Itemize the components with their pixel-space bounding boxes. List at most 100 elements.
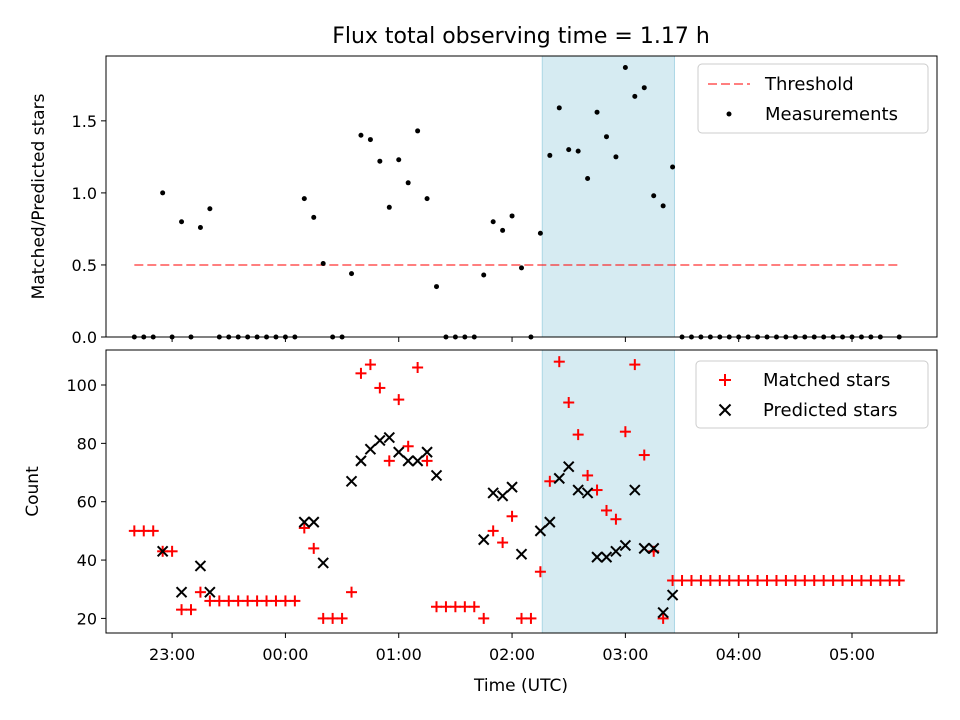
predicted-star-marker — [374, 434, 386, 447]
matched-star-marker — [176, 604, 188, 616]
y-tick-label: 20 — [77, 609, 97, 628]
plot-frame — [105, 349, 938, 634]
predicted-star-marker — [383, 431, 396, 444]
matched-star-marker — [893, 574, 905, 586]
matched-star-marker — [846, 574, 858, 586]
predicted-stars-points — [156, 431, 679, 619]
matched-star-marker — [770, 574, 782, 586]
measurement-point — [556, 105, 562, 111]
predicted-star-marker — [364, 443, 377, 455]
legend-box — [695, 360, 929, 429]
matched-star-marker — [553, 356, 565, 368]
y-tick-label: 40 — [77, 551, 97, 570]
matched-star-marker — [761, 574, 773, 586]
measurement-point — [424, 196, 430, 202]
matched-star-marker — [789, 574, 801, 586]
matched-star-marker — [572, 429, 584, 441]
matched-star-marker — [289, 595, 301, 607]
measurement-point — [519, 265, 524, 271]
measurement-point — [301, 196, 307, 202]
matched-star-marker — [497, 537, 509, 549]
measurement-point — [509, 213, 515, 219]
measurement-point — [386, 204, 392, 210]
matched-star-marker — [449, 601, 461, 613]
matched-star-marker — [752, 574, 764, 586]
matched-star-marker — [440, 601, 452, 613]
matched-star-marker — [223, 595, 235, 607]
y-axis-ticks: 20 40 60 80 100 — [66, 376, 106, 628]
measurement-point — [367, 137, 373, 143]
matched-star-marker — [308, 542, 320, 554]
matched-star-marker — [478, 612, 490, 624]
matched-star-marker — [346, 586, 358, 598]
matched-star-marker — [298, 522, 310, 534]
measurement-point — [160, 190, 166, 196]
predicted-star-marker — [345, 475, 358, 487]
legend-matched-label: Matched stars — [763, 370, 890, 391]
matched-star-marker — [808, 574, 820, 586]
matched-star-marker — [270, 595, 282, 607]
legend-predicted-label: Predicted stars — [763, 400, 897, 421]
matched-star-marker — [676, 574, 688, 586]
matched-star-marker — [327, 612, 339, 624]
matched-star-marker — [412, 362, 424, 374]
y-tick-label: 100 — [66, 376, 97, 395]
legend-measurements-label: Measurements — [765, 104, 898, 125]
matched-star-marker — [865, 574, 877, 586]
measurement-point — [358, 132, 364, 138]
matched-star-marker — [194, 586, 206, 598]
x-tick-label: 03:00 — [602, 645, 648, 664]
y-tick-label: 1.0 — [72, 184, 97, 203]
matched-star-marker — [261, 595, 273, 607]
matched-star-marker — [317, 612, 329, 624]
predicted-star-marker — [515, 548, 528, 560]
matched-star-marker — [516, 612, 527, 624]
legend: Matched stars Predicted stars — [695, 360, 929, 429]
measurement-point — [500, 227, 506, 233]
predicted-star-marker — [298, 516, 311, 528]
matched-star-marker — [884, 574, 896, 586]
y-tick-label: 0.0 — [72, 328, 97, 347]
matched-star-marker — [431, 601, 443, 613]
matched-star-marker — [544, 475, 556, 487]
legend-measurements-swatch — [726, 111, 732, 117]
x-axis-label: Time (UTC) — [473, 676, 568, 696]
measurement-point — [575, 148, 581, 154]
matched-star-marker — [837, 574, 849, 586]
matched-star-marker — [128, 525, 140, 537]
matched-star-marker — [855, 574, 867, 586]
measurement-point — [415, 128, 421, 134]
matched-star-marker — [232, 595, 244, 607]
measurement-point — [537, 230, 543, 236]
measurement-point — [377, 158, 383, 164]
matched-star-marker — [638, 449, 650, 461]
predicted-star-marker — [563, 460, 575, 473]
matched-star-marker — [251, 595, 263, 607]
matched-star-marker — [619, 426, 631, 438]
matched-star-marker — [733, 574, 745, 586]
matched-star-marker — [657, 612, 669, 624]
matched-star-marker — [534, 566, 546, 578]
predicted-star-marker — [355, 455, 367, 467]
predicted-star-marker — [393, 446, 405, 458]
legend: Threshold Measurements — [697, 63, 929, 134]
measurement-point — [349, 271, 355, 277]
matched-star-marker — [591, 484, 603, 496]
measurement-point — [434, 284, 440, 290]
matched-star-marker — [799, 574, 811, 586]
y-axis-label: Matched/Predicted stars — [29, 93, 49, 299]
predicted-star-marker — [430, 469, 443, 482]
predicted-star-marker — [581, 487, 594, 499]
y-tick-label: 0.5 — [72, 256, 97, 275]
predicted-star-marker — [600, 551, 613, 563]
predicted-star-marker — [544, 516, 556, 528]
matched-star-marker — [242, 595, 254, 607]
measurement-point — [490, 219, 496, 225]
matched-star-marker — [582, 469, 594, 481]
matched-star-marker — [506, 510, 518, 522]
ratio-panel: 0.0 0.5 1.0 1.5 Matched/Predicted stars Thr… — [29, 55, 938, 347]
matched-star-marker — [742, 574, 754, 586]
legend-matched-swatch — [719, 374, 731, 386]
predicted-star-marker — [638, 542, 650, 555]
